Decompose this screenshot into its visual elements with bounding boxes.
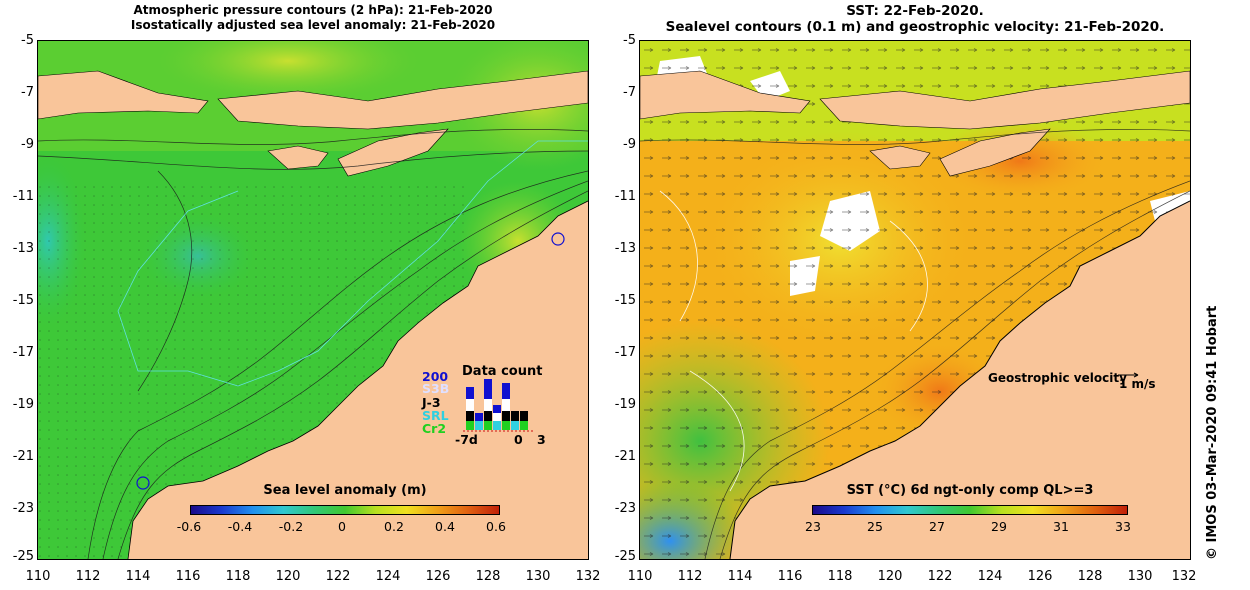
sst-colorbar <box>812 505 1128 515</box>
left-map-title: Atmospheric pressure contours (2 hPa): 2… <box>38 3 588 33</box>
left-y-tick: -9 <box>21 137 34 152</box>
left-x-tick: 114 <box>125 569 151 584</box>
right-title-line1: SST: 22-Feb-2020. <box>846 3 984 19</box>
geostrophic-velocity-unit: 1 m/s <box>1119 377 1156 391</box>
right-x-tick: 126 <box>1027 569 1053 584</box>
left-y-tick: -15 <box>12 293 34 308</box>
right-title-line2: Sealevel contours (0.1 m) and geostrophi… <box>665 19 1165 35</box>
left-x-tick: 130 <box>525 569 551 584</box>
sst-graphic <box>640 41 1190 559</box>
right-y-tick: -7 <box>623 85 636 100</box>
left-y-tick: -13 <box>12 241 34 256</box>
geostrophic-velocity-label: Geostrophic velocity <box>988 371 1127 385</box>
sla-colorbar <box>190 505 500 515</box>
data-count-satellite: J-3 <box>422 395 441 410</box>
left-y-tick: -25 <box>12 549 34 564</box>
right-map-title: SST: 22-Feb-2020. Sealevel contours (0.1… <box>640 3 1190 35</box>
left-x-tick: 112 <box>75 569 101 584</box>
data-count-satellite: SRL <box>422 408 449 423</box>
data-count-tick: -7d <box>455 432 478 447</box>
left-y-tick: -23 <box>12 501 34 516</box>
sst-tick: 33 <box>1115 519 1131 534</box>
right-y-tick: -17 <box>614 345 636 360</box>
sla-tick: 0.4 <box>435 519 455 534</box>
right-x-tick: 112 <box>677 569 703 584</box>
right-y-tick: -25 <box>614 549 636 564</box>
sst-tick: 29 <box>991 519 1007 534</box>
left-x-tick: 128 <box>475 569 501 584</box>
left-y-tick: -21 <box>12 449 34 464</box>
right-y-tick: -5 <box>623 33 636 48</box>
right-x-tick: 120 <box>877 569 903 584</box>
right-y-tick: -9 <box>623 137 636 152</box>
left-title-line1: Atmospheric pressure contours (2 hPa): 2… <box>133 3 493 17</box>
right-x-tick: 130 <box>1127 569 1153 584</box>
data-count-title: Data count <box>462 364 543 379</box>
sst-colorbar-title: SST (°C) 6d ngt-only comp QL>=3 <box>846 483 1094 498</box>
sea-level-anomaly-graphic <box>38 41 588 559</box>
data-count-satellite: S3B <box>422 381 450 396</box>
right-x-tick: 132 <box>1171 569 1197 584</box>
left-y-tick: -19 <box>12 397 34 412</box>
left-y-tick: -17 <box>12 345 34 360</box>
sla-tick: 0.2 <box>384 519 404 534</box>
right-x-tick: 122 <box>927 569 953 584</box>
right-y-tick: -13 <box>614 241 636 256</box>
data-count-bars <box>463 379 533 432</box>
right-y-tick: -15 <box>614 293 636 308</box>
left-y-tick: -7 <box>21 85 34 100</box>
data-count-tick: 0 <box>514 432 523 447</box>
left-y-tick: -11 <box>12 189 34 204</box>
right-x-tick: 116 <box>777 569 803 584</box>
data-count-satellite: 200 <box>422 369 449 384</box>
sst-tick: 23 <box>805 519 821 534</box>
sla-tick: -0.4 <box>227 519 253 534</box>
right-x-tick: 114 <box>727 569 753 584</box>
left-x-tick: 118 <box>225 569 251 584</box>
sla-tick: 0 <box>338 519 346 534</box>
left-x-tick: 126 <box>425 569 451 584</box>
sla-tick: -0.2 <box>278 519 304 534</box>
sst-tick: 25 <box>867 519 883 534</box>
right-x-tick: 118 <box>827 569 853 584</box>
left-x-tick: 132 <box>575 569 601 584</box>
sla-colorbar-title: Sea level anomaly (m) <box>263 483 427 498</box>
left-x-tick: 122 <box>325 569 351 584</box>
right-x-tick: 110 <box>627 569 653 584</box>
right-y-tick: -21 <box>614 449 636 464</box>
left-x-tick: 124 <box>375 569 401 584</box>
sst-tick: 27 <box>929 519 945 534</box>
data-count-tick: 3 <box>537 432 546 447</box>
right-y-tick: -19 <box>614 397 636 412</box>
left-y-tick: -5 <box>21 33 34 48</box>
right-y-tick: -11 <box>614 189 636 204</box>
sst-map <box>639 40 1191 560</box>
sst-tick: 31 <box>1053 519 1069 534</box>
right-y-tick: -23 <box>614 501 636 516</box>
left-x-tick: 120 <box>275 569 301 584</box>
left-title-line2: Isostatically adjusted sea level anomaly… <box>130 18 496 32</box>
credit-text: © IMOS 03-Mar-2020 09:41 Hobart <box>1205 305 1220 560</box>
sla-tick: -0.6 <box>176 519 202 534</box>
sea-level-anomaly-map <box>37 40 589 560</box>
right-x-tick: 128 <box>1077 569 1103 584</box>
right-x-tick: 124 <box>977 569 1003 584</box>
left-x-tick: 116 <box>175 569 201 584</box>
sla-tick: 0.6 <box>486 519 506 534</box>
left-x-tick: 110 <box>25 569 51 584</box>
data-count-satellite: Cr2 <box>422 421 447 436</box>
